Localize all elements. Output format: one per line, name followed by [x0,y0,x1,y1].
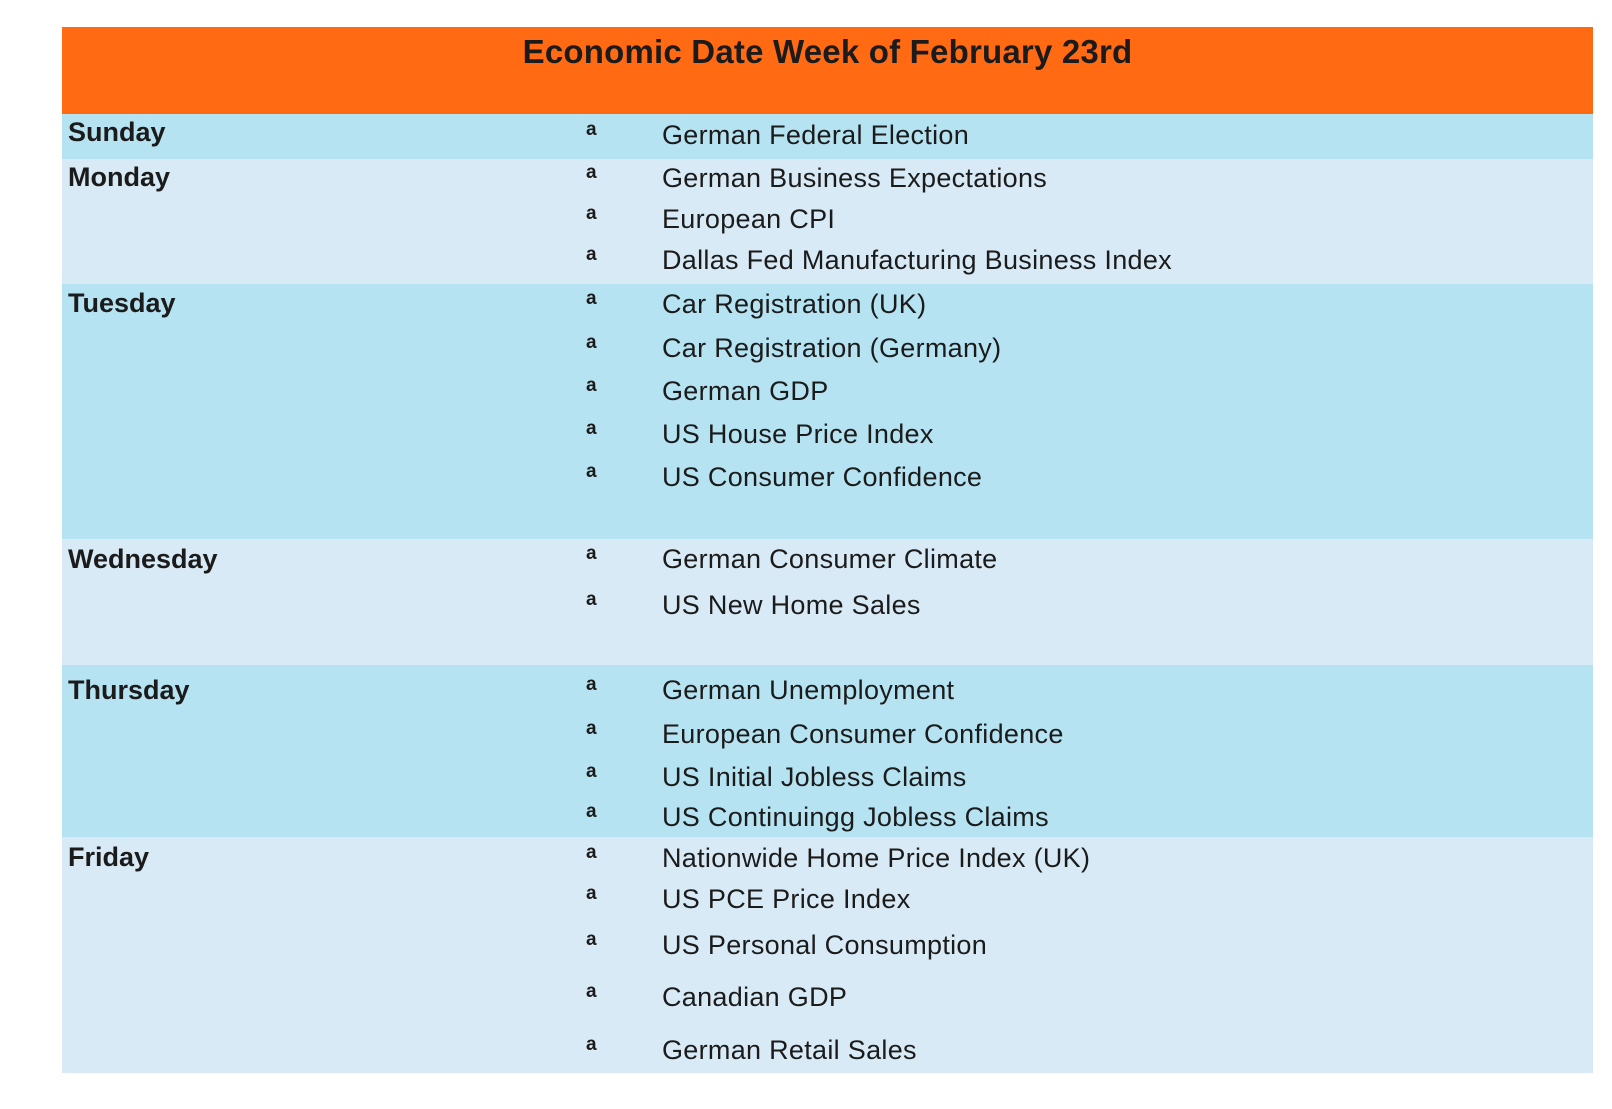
bullet-icon: a [586,883,597,904]
list-item: a German Federal Election [62,119,1593,150]
day-section-friday: Friday a Nationwide Home Price Index (UK… [62,837,1593,1073]
bullet-icon: a [586,1034,597,1055]
event-label: European Consumer Confidence [662,719,1064,749]
list-item: a US Consumer Confidence [62,461,1593,492]
bullet-icon: a [586,375,597,396]
event-label: German Business Expectations [662,163,1048,193]
event-label: US Personal Consumption [662,930,988,960]
day-label: Wednesday [68,544,218,574]
list-item: a Dallas Fed Manufacturing Business Inde… [62,244,1593,275]
event-label: US Initial Jobless Claims [662,762,967,792]
bullet-icon: a [586,842,597,863]
bullet-icon: a [586,288,597,309]
day-section-tuesday: Tuesday a Car Registration (UK) a Car Re… [62,284,1593,539]
bullet-icon: a [586,332,597,353]
bullet-icon: a [586,418,597,439]
event-label: US PCE Price Index [662,884,911,914]
day-label: Monday [68,162,171,192]
table-header: Economic Date Week of February 23rd [62,27,1593,114]
day-label: Tuesday [68,288,176,318]
list-item: a German Unemployment [62,674,1593,705]
bullet-icon: a [586,461,597,482]
list-item: a European CPI [62,203,1593,234]
event-label: Car Registration (UK) [662,289,927,319]
bullet-icon: a [586,674,597,695]
list-item: a Car Registration (Germany) [62,332,1593,363]
bullet-icon: a [586,761,597,782]
list-item: a US Continuingg Jobless Claims [62,801,1593,832]
event-label: US House Price Index [662,419,934,449]
list-item: a European Consumer Confidence [62,718,1593,749]
list-item: a German Business Expectations [62,162,1593,193]
list-item: a Nationwide Home Price Index (UK) [62,842,1593,873]
economic-calendar-table: Economic Date Week of February 23rd Sund… [62,27,1593,1073]
event-label: Dallas Fed Manufacturing Business Index [662,245,1172,275]
event-label: German Unemployment [662,675,955,705]
list-item: a Car Registration (UK) [62,288,1593,319]
event-label: US Continuingg Jobless Claims [662,802,1049,832]
bullet-icon: a [586,981,597,1002]
list-item: a US Personal Consumption [62,929,1593,960]
bullet-icon: a [586,543,597,564]
bullet-icon: a [586,244,597,265]
day-section-thursday: Thursday a German Unemployment a Europea… [62,665,1593,837]
event-label: Nationwide Home Price Index (UK) [662,843,1091,873]
bullet-icon: a [586,162,597,183]
event-label: German Federal Election [662,120,970,150]
day-section-sunday: Sunday a German Federal Election [62,114,1593,159]
event-label: Canadian GDP [662,982,848,1012]
bullet-icon: a [586,801,597,822]
day-label: Sunday [68,117,166,147]
bullet-icon: a [586,119,597,140]
bullet-icon: a [586,718,597,739]
day-label: Thursday [68,675,190,705]
bullet-icon: a [586,929,597,950]
event-label: US New Home Sales [662,590,921,620]
event-label: German Consumer Climate [662,544,998,574]
page-title: Economic Date Week of February 23rd [522,33,1133,70]
event-label: US Consumer Confidence [662,462,983,492]
list-item: a US PCE Price Index [62,883,1593,914]
event-label: German GDP [662,376,829,406]
list-item: a German Consumer Climate [62,543,1593,574]
bullet-icon: a [586,589,597,610]
list-item: a Canadian GDP [62,981,1593,1012]
day-section-wednesday: Wednesday a German Consumer Climate a US… [62,539,1593,665]
day-label: Friday [68,842,150,872]
event-label: European CPI [662,204,836,234]
list-item: a US Initial Jobless Claims [62,761,1593,792]
list-item: a German GDP [62,375,1593,406]
event-label: Car Registration (Germany) [662,333,1002,363]
bullet-icon: a [586,203,597,224]
list-item: a US New Home Sales [62,589,1593,620]
event-label: German Retail Sales [662,1035,917,1065]
day-section-monday: Monday a German Business Expectations a … [62,159,1593,284]
list-item: a German Retail Sales [62,1034,1593,1065]
list-item: a US House Price Index [62,418,1593,449]
